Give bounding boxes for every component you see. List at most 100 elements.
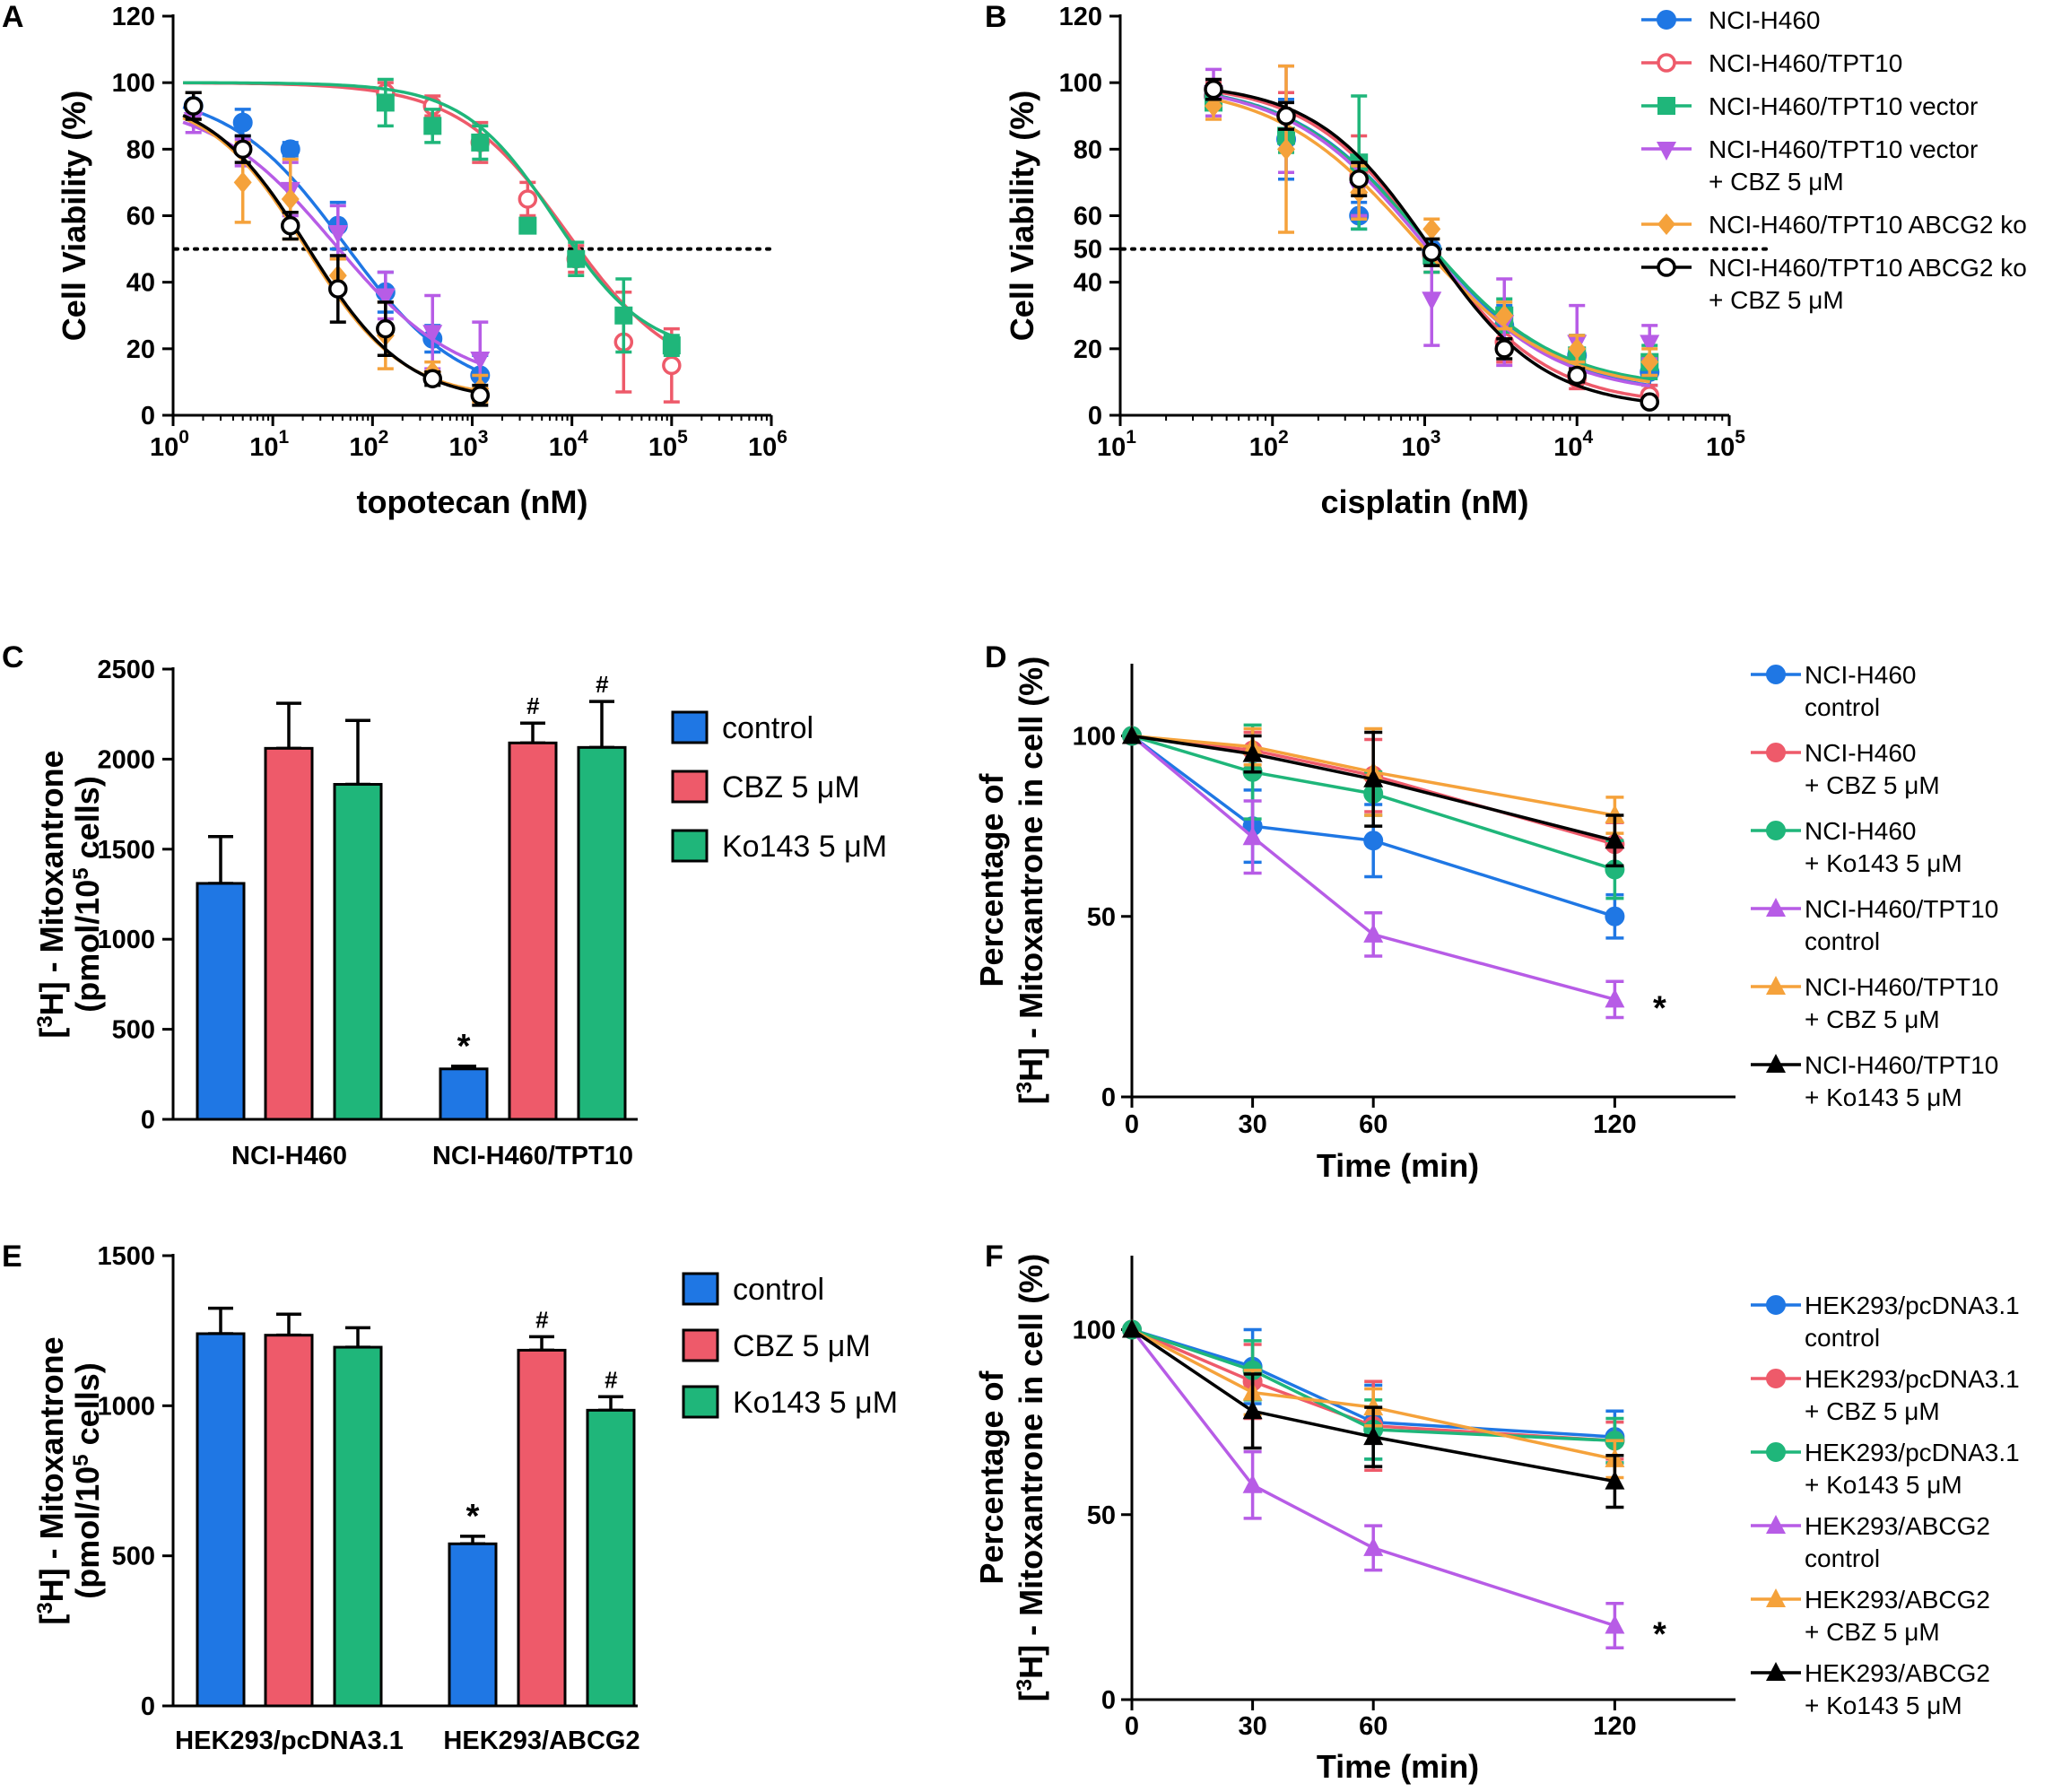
data-point	[1495, 304, 1514, 326]
series-line	[1131, 1327, 1615, 1461]
significance-hash: #	[605, 1366, 618, 1393]
y-tick-label: 120	[1059, 3, 1102, 31]
y-tick-label: 2000	[97, 745, 155, 774]
series-line	[1130, 735, 1615, 1001]
x-tick-label: 60	[1359, 1110, 1388, 1139]
significance-star: *	[466, 1498, 480, 1535]
data-point	[1242, 743, 1263, 762]
data-point	[422, 325, 443, 344]
error-bar	[345, 1326, 370, 1349]
data-point	[376, 93, 395, 112]
x-tick-label: 120	[1593, 1110, 1636, 1139]
legend: control CBZ 5 μM Ko143 5 μM	[682, 1272, 898, 1420]
bar-CBZ	[517, 1348, 567, 1708]
data-point	[1605, 1614, 1625, 1634]
series-HEK293/ABCG2 control	[1122, 1318, 1625, 1649]
series-line	[1131, 734, 1615, 872]
error-bar	[276, 701, 301, 751]
data-point	[1640, 351, 1659, 373]
data-point	[1242, 1400, 1263, 1420]
x-tick-label: 0	[1125, 1712, 1139, 1741]
y-tick-label: 500	[112, 1016, 155, 1045]
data-point	[614, 306, 633, 325]
y-tick-label: 50	[1087, 903, 1116, 932]
bar-CBZ	[508, 741, 558, 1121]
data-point	[423, 117, 442, 135]
series-line	[1131, 1327, 1615, 1439]
x-tick-label: 106	[748, 427, 787, 462]
data-point	[328, 279, 348, 299]
data-point	[470, 351, 491, 370]
y-tick-label: 20	[126, 335, 155, 364]
legend-marker	[1766, 665, 1786, 684]
legend-label: CBZ 5 μM	[722, 770, 860, 805]
y-tick-label: 100	[112, 69, 155, 98]
significance-hash: #	[535, 1306, 549, 1333]
y-axis-title: Cell Viability (%)	[1004, 91, 1040, 341]
data-point	[1422, 218, 1441, 240]
legend-label: HEK293/ABCG2 + CBZ 5 μM	[1805, 1586, 1990, 1646]
data-point	[233, 171, 252, 194]
bar-Ko143	[333, 1345, 383, 1708]
series-NCI-H460/TPT10 vector	[183, 77, 681, 357]
bar-control	[439, 1067, 489, 1121]
data-point	[1363, 831, 1384, 851]
y-axis-title-line2: (pmol/105 cells)	[69, 776, 106, 1012]
y-axis-title-line2: (pmol/105 cells)	[69, 1362, 106, 1598]
error-bar	[598, 1395, 623, 1413]
x-tick-label: 0	[1125, 1110, 1139, 1139]
legend-label: HEK293/pcDNA3.1 control	[1805, 1292, 2020, 1352]
y-tick-label: 40	[126, 269, 155, 298]
data-point	[375, 288, 396, 308]
legend-label: NCI-H460/TPT10 + CBZ 5 μM	[1805, 973, 1998, 1033]
legend-marker	[1766, 1515, 1786, 1534]
legend-marker	[1766, 1442, 1786, 1462]
y-tick-label: 1000	[97, 926, 155, 954]
data-point	[281, 187, 300, 210]
error-bar	[208, 1306, 233, 1335]
bar-CBZ	[264, 746, 314, 1121]
y-axis-title-line2: [3H] - Mitoxantrone in cell (%)	[1013, 657, 1049, 1104]
category-label: HEK293/pcDNA3.1	[175, 1727, 404, 1755]
y-axis-title-line1: Percentage of	[973, 1370, 1010, 1584]
x-tick-label: 101	[249, 427, 289, 462]
panel-E: E 0 500 1000 1500 HEK293/pcDNA3.1 HEK293/ABCG2…	[2, 1240, 898, 1755]
legend-marker	[1766, 1588, 1786, 1607]
bar-control	[196, 882, 246, 1121]
error-bar	[520, 721, 545, 745]
y-tick-label: 80	[1074, 135, 1102, 164]
data-point	[1605, 830, 1625, 849]
legend-label: control	[722, 711, 813, 745]
x-tick-label: 60	[1359, 1712, 1388, 1741]
data-point	[280, 215, 300, 236]
bar-control	[448, 1542, 498, 1708]
x-tick-label: 104	[1553, 427, 1593, 462]
panel-label: E	[2, 1240, 22, 1274]
x-tick-label: 100	[150, 427, 189, 462]
legend: HEK293/pcDNA3.1 control HEK293/pcDNA3.1 + C…	[1751, 1292, 2020, 1719]
y-tick-label: 60	[1074, 203, 1102, 231]
x-tick-label: 103	[1402, 427, 1441, 462]
legend-marker	[1766, 1295, 1786, 1315]
y-tick-label: 0	[1088, 402, 1102, 431]
bar-Ko143	[577, 745, 627, 1121]
data-point	[1122, 1318, 1142, 1338]
legend-marker	[1766, 976, 1786, 995]
y-tick-label: 50	[1087, 1501, 1116, 1530]
bar-control	[196, 1332, 246, 1708]
data-point	[1363, 923, 1384, 943]
panel-D: D 0 50 100 0 30 60 120 Time (min) Percentage of[3…	[973, 640, 1998, 1184]
legend-label: HEK293/ABCG2 + Ko143 5 μM	[1805, 1659, 1990, 1719]
bar-Ko143	[586, 1408, 636, 1708]
legend: control CBZ 5 μM Ko143 5 μM	[671, 710, 887, 864]
x-tick-label: 103	[449, 427, 489, 462]
panel-label: A	[2, 0, 24, 34]
legend-marker	[1657, 97, 1675, 115]
legend-label: Ko143 5 μM	[733, 1386, 898, 1420]
data-point	[662, 336, 681, 355]
panel-A: A 0 20 40 60 80 100 120 100 101 102 103 104 105 106 top…	[2, 0, 787, 520]
panel-F: F 0 50 100 0 30 60 120 Time (min) Percentage of[3…	[973, 1240, 2020, 1785]
data-point	[1242, 826, 1263, 846]
legend-label: NCI-H460/TPT10 ABCG2 ko + CBZ 5 μM	[1709, 254, 2027, 314]
x-tick-label: 120	[1593, 1712, 1636, 1741]
